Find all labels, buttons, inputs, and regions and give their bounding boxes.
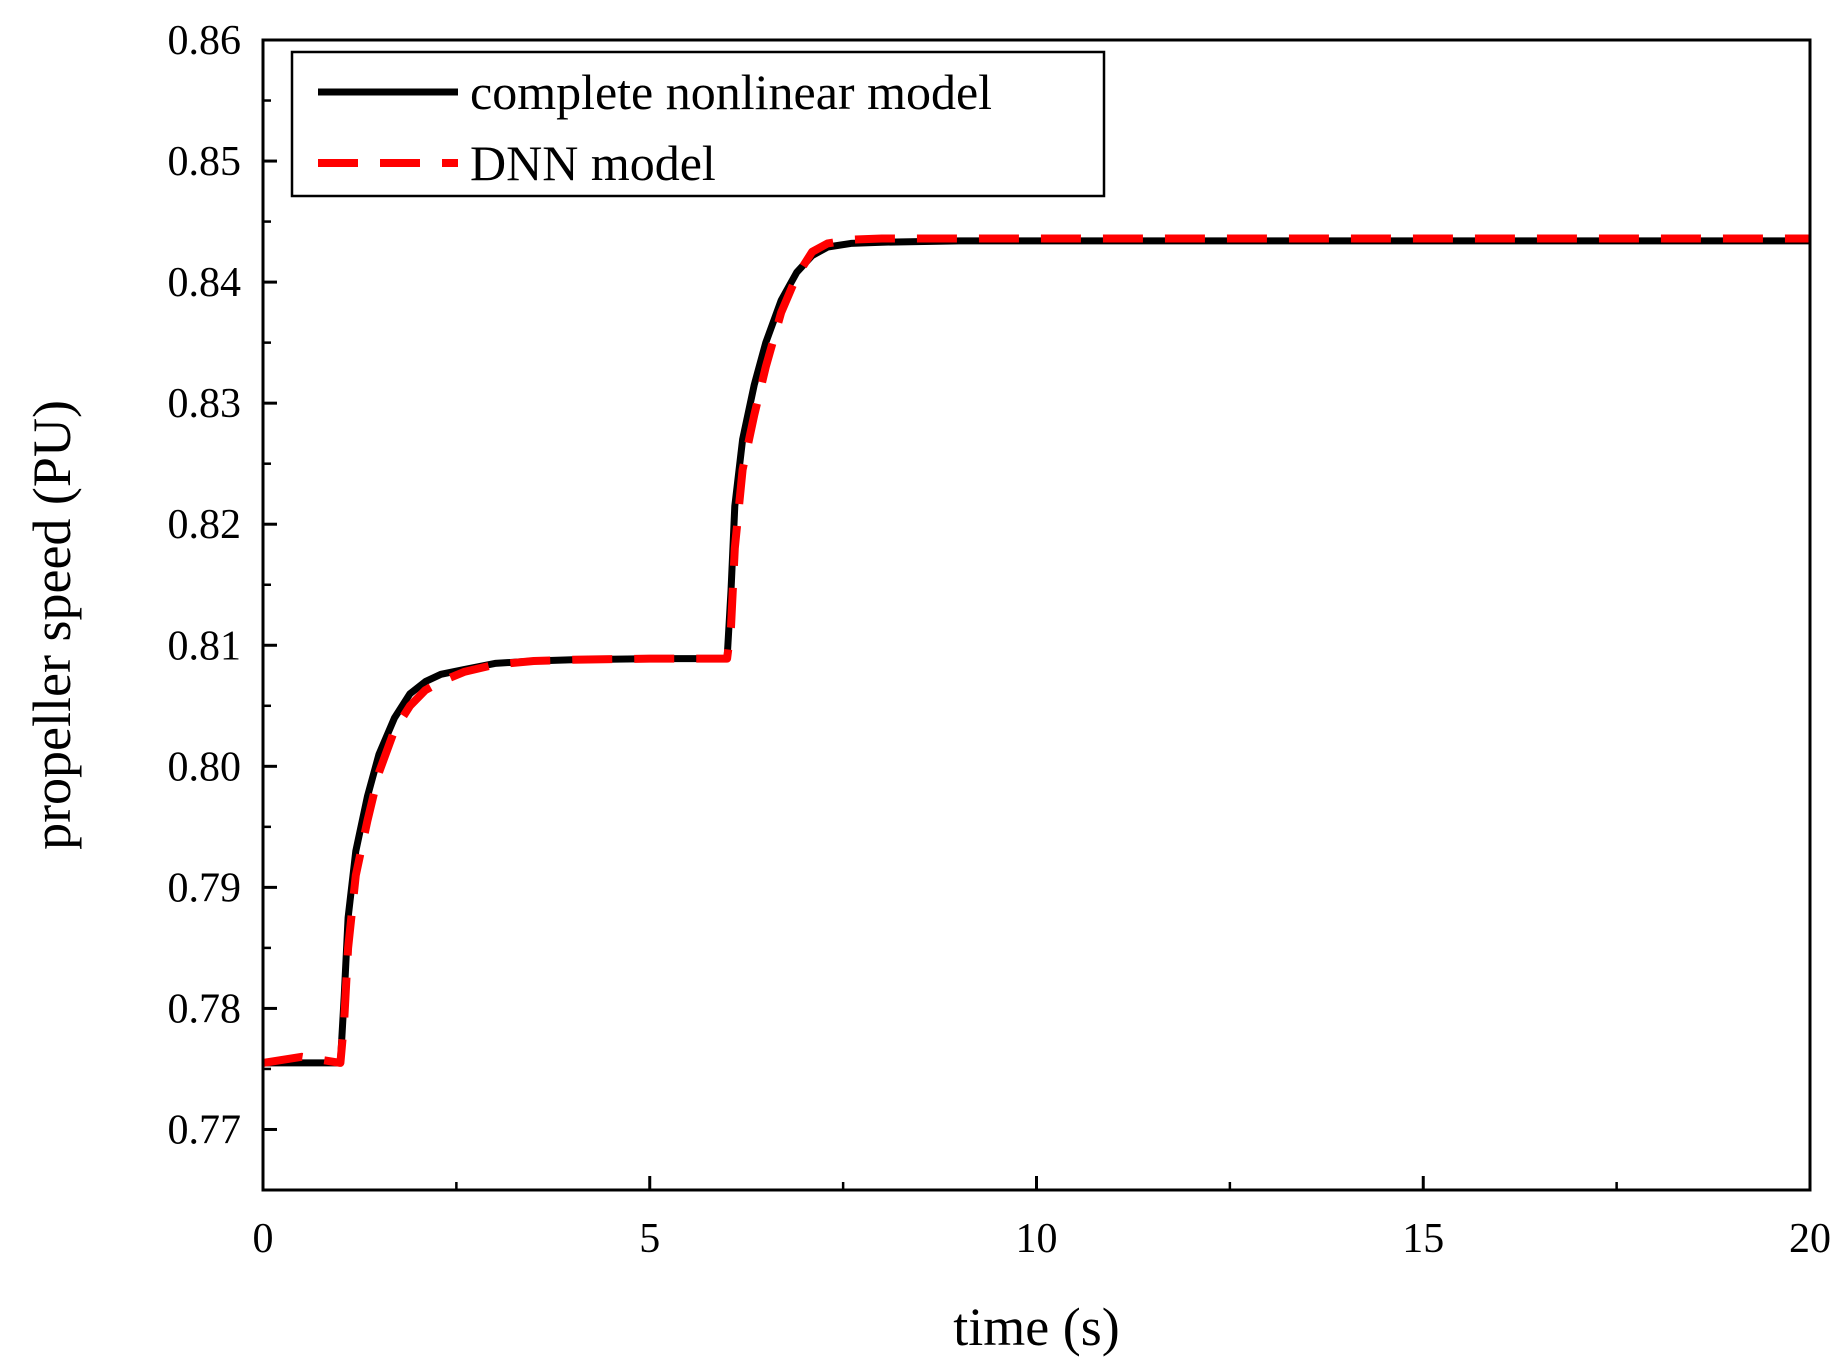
y-tick-label: 0.82	[168, 502, 242, 548]
x-tick-label: 15	[1402, 1216, 1444, 1262]
x-tick-label: 10	[1016, 1216, 1058, 1262]
plot-frame	[261, 38, 1812, 1192]
y-tick-label: 0.79	[168, 865, 242, 911]
series-line-dnn-model	[262, 234, 1810, 1067]
x-tick-label: 5	[639, 1216, 660, 1262]
y-tick-label: 0.80	[168, 744, 242, 790]
legend: complete nonlinear model DNN model	[290, 50, 1106, 198]
y-tick-label: 0.78	[168, 986, 242, 1032]
y-tick-label: 0.81	[168, 623, 242, 669]
x-tick-label: 20	[1789, 1216, 1831, 1262]
legend-label-dnn-model: DNN model	[470, 135, 716, 191]
y-axis-title: propeller speed (PU)	[22, 400, 82, 850]
x-axis-title: time (s)	[953, 1297, 1119, 1357]
y-tick-label: 0.83	[168, 381, 242, 427]
series-line-complete-nonlinear-model	[263, 237, 1810, 1067]
legend-box	[290, 50, 1106, 198]
series-layer	[262, 234, 1810, 1067]
legend-label-complete-nonlinear-model: complete nonlinear model	[470, 64, 992, 120]
y-tick-label: 0.85	[168, 139, 242, 185]
y-axis-ticks: 0.77 0.78 0.79 0.80 0.81 0.82 0.83 0.84 0.85 0.86	[168, 18, 277, 1192]
x-tick-label: 0	[253, 1216, 274, 1262]
y-tick-label: 0.77	[168, 1107, 242, 1153]
y-tick-label: 0.84	[168, 260, 242, 306]
y-tick-label: 0.86	[168, 18, 242, 64]
